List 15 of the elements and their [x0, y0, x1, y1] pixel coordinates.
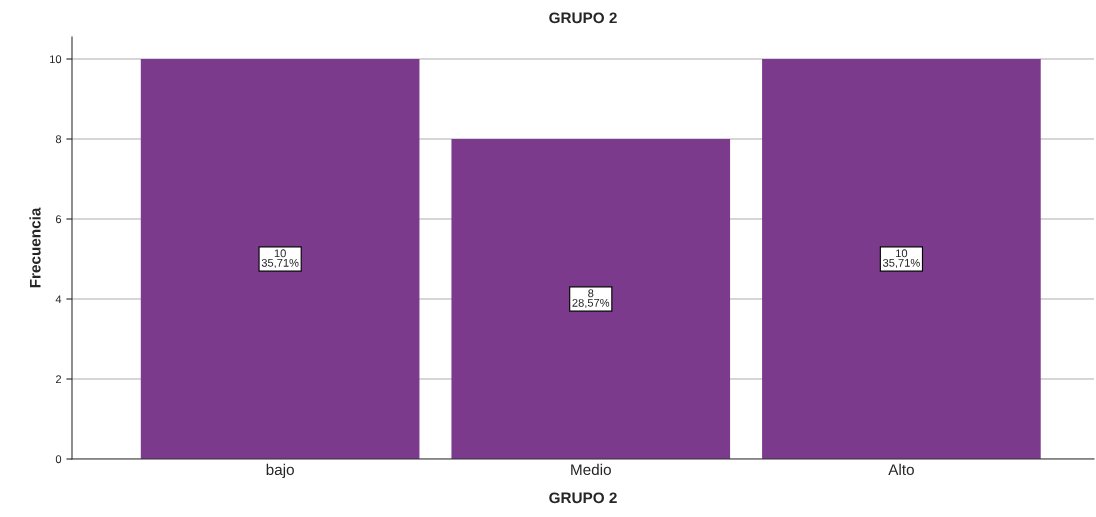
data-label: 10 35,71%: [882, 249, 920, 269]
chart-title: GRUPO 2: [549, 12, 617, 24]
x-axis-title: GRUPO 2: [549, 492, 617, 504]
y-tick-label: 6: [55, 215, 62, 224]
x-tick-label: bajo: [266, 463, 294, 479]
y-tick-label: 4: [55, 295, 62, 304]
x-tick-label: Alto: [888, 463, 914, 476]
data-label: 8 28,57%: [572, 289, 610, 309]
x-tick-label: Medio: [571, 463, 611, 476]
data-label: 10 35,71%: [261, 249, 299, 269]
y-tick-label: 8: [55, 135, 62, 144]
y-axis-title: Frecuencia: [29, 207, 41, 288]
y-tick-label: 0: [55, 455, 62, 464]
y-tick-label: 10: [50, 55, 62, 64]
y-tick-label: 2: [55, 375, 62, 384]
